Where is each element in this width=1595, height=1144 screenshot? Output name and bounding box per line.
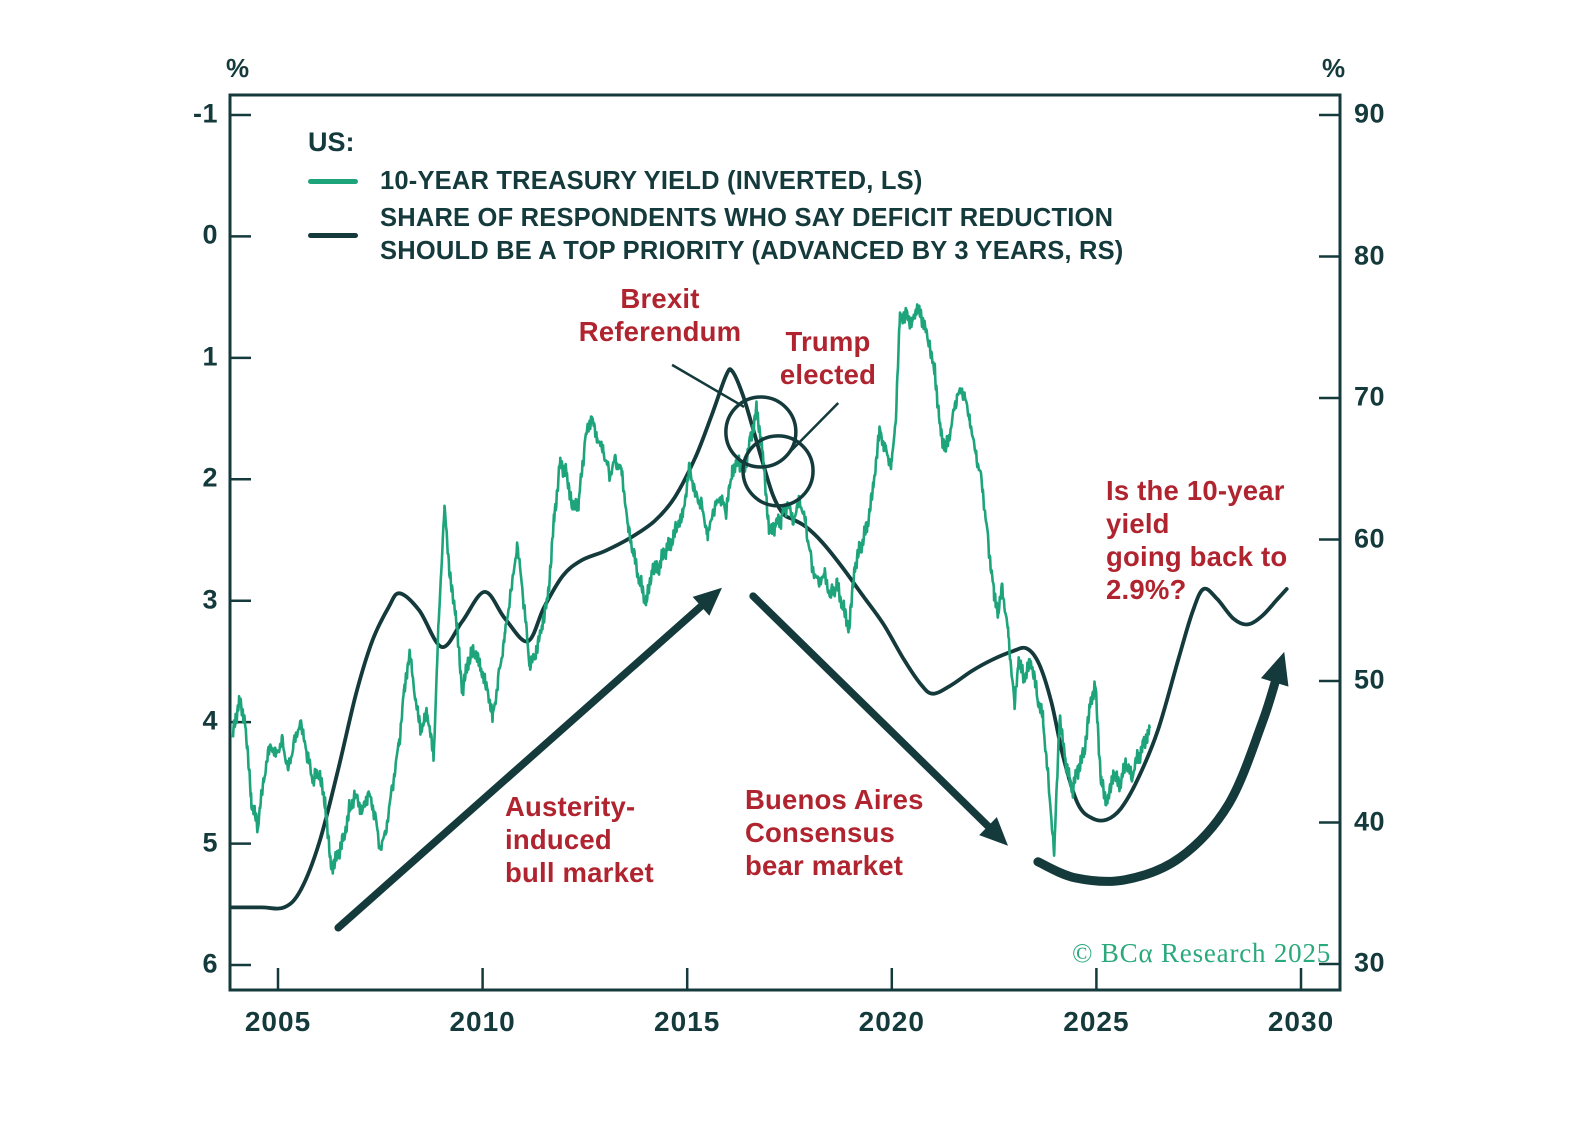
left-axis-tick-label: 2 (202, 462, 218, 493)
legend-item-treasury-yield: 10-YEAR TREASURY YIELD (INVERTED, LS) (308, 165, 1124, 198)
left-axis-tick-label: -1 (192, 98, 218, 129)
legend-item-deficit-survey: SHARE OF RESPONDENTS WHO SAY DEFICIT RED… (308, 202, 1124, 268)
right-axis-tick-label: 70 (1354, 381, 1386, 412)
yield-question-label: Is the 10-year yield going back to 2.9%? (1106, 475, 1288, 605)
trump-elected-label: Trump elected (779, 326, 877, 390)
right-axis-tick-label: 80 (1354, 239, 1386, 270)
right-axis-tick-label: 50 (1354, 664, 1386, 695)
recovery-arrow (1033, 664, 1284, 886)
x-axis-tick-label: 2015 (654, 1006, 721, 1037)
buenos-aires-label: Buenos Aires Consensus bear market (745, 784, 924, 881)
treasury-yield-swatch-icon (308, 179, 358, 184)
austerity-label: Austerity- induced bull market (505, 791, 654, 888)
plot-frame (228, 93, 1342, 992)
legend: US: 10-YEAR TREASURY YIELD (INVERTED, LS… (308, 128, 1124, 268)
brexit-referendum-label: Brexit Referendum (578, 283, 742, 347)
copyright-credit: © BCα Research 2025 (1072, 938, 1332, 968)
brexit-circle (724, 395, 798, 469)
left-axis-tick-label: 3 (202, 583, 218, 614)
legend-heading: US: (308, 127, 355, 157)
buenos-aires-arrow-head-icon (979, 817, 1009, 846)
treasury-yield-line (231, 303, 1151, 875)
right-axis-tick-label: 90 (1354, 98, 1386, 129)
left-axis-tick-label: 0 (202, 219, 218, 250)
deficit-survey-legend-label: SHARE OF RESPONDENTS WHO SAY DEFICIT RED… (380, 204, 1124, 265)
deficit-survey-swatch-icon (308, 232, 358, 238)
austerity-arrow (334, 594, 715, 932)
x-axis-tick-label: 2025 (1063, 1006, 1130, 1037)
left-axis-tick-label: 4 (202, 705, 218, 736)
x-axis-tick-label: 2010 (449, 1006, 516, 1037)
recovery-arrow-head-icon (1260, 651, 1289, 687)
trump-leader-line (786, 402, 840, 456)
x-axis-tick-label: 2005 (244, 1006, 312, 1037)
right-axis-tick-label: 30 (1354, 947, 1386, 978)
right-axis-unit: % (1322, 53, 1346, 83)
brexit-leader-line (671, 363, 745, 408)
buenos-aires-arrow (749, 592, 1001, 839)
right-axis-tick-label: 60 (1354, 522, 1386, 553)
left-axis-unit: % (226, 53, 250, 83)
left-axis-tick-label: 6 (202, 948, 218, 979)
x-axis-tick-label: 2030 (1267, 1006, 1335, 1037)
left-axis-tick-label: 1 (202, 341, 218, 372)
treasury-yield-legend-label: 10-YEAR TREASURY YIELD (INVERTED, LS) (380, 167, 923, 195)
left-axis-tick-label: 5 (202, 826, 218, 857)
right-axis-tick-label: 40 (1354, 805, 1386, 836)
trump-circle (741, 434, 815, 508)
x-axis-tick-label: 2020 (858, 1006, 925, 1037)
austerity-arrow-head-icon (692, 587, 722, 616)
deficit-survey-line (230, 367, 1289, 911)
